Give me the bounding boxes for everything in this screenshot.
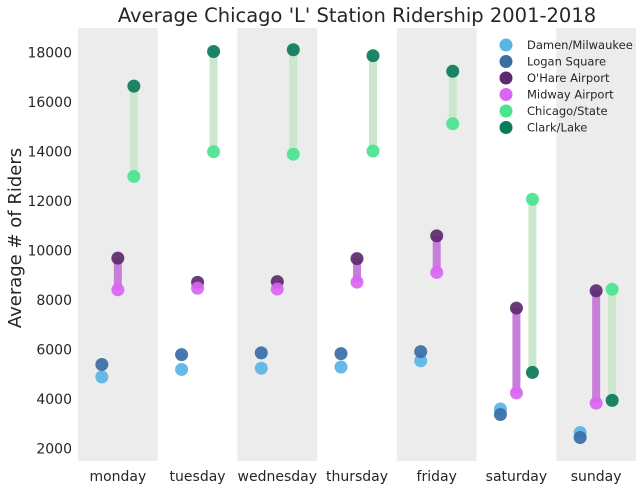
y-tick-8000: 8000 (36, 293, 72, 309)
x-tick-sunday: sunday (571, 469, 622, 485)
point-logan-square-saturday (493, 407, 507, 421)
point-clark-lake-wednesday (286, 43, 300, 57)
chart-title: Average Chicago 'L' Station Ridership 20… (118, 4, 596, 27)
point-damen-milwaukee-friday (414, 354, 428, 368)
point-chicago-state-friday (446, 117, 460, 131)
x-tick-wednesday: wednesday (238, 469, 317, 485)
column-shade-wednesday (237, 28, 318, 461)
legend-label-midway-airport: Midway Airport (527, 88, 614, 102)
x-tick-thursday: thursday (326, 469, 388, 485)
point-chicago-state-sunday (605, 282, 619, 296)
legend: Damen/Milwaukee Logan Square O'Hare Airpor… (499, 38, 633, 135)
point-midway-airport-monday (111, 283, 125, 297)
legend-label-logan-square: Logan Square (527, 55, 606, 69)
point-clark-lake-tuesday (207, 45, 221, 59)
legend-label-damen-milwaukee: Damen/Milwaukee (527, 38, 633, 52)
point-o-hare-airport-saturday (509, 301, 523, 315)
point-chicago-state-monday (127, 169, 141, 183)
point-clark-lake-thursday (366, 49, 380, 63)
x-tick-tuesday: tuesday (170, 469, 226, 485)
point-clark-lake-monday (127, 79, 141, 93)
point-chicago-state-saturday (525, 192, 539, 206)
legend-marker-damen-milwaukee (499, 38, 513, 52)
point-midway-airport-saturday (509, 386, 523, 400)
y-tick-12000: 12000 (27, 194, 72, 210)
x-tick-friday: friday (417, 469, 457, 485)
y-axis-label: Average # of Riders (5, 148, 26, 328)
y-tick-10000: 10000 (27, 244, 72, 260)
point-midway-airport-wednesday (270, 282, 284, 296)
point-o-hare-airport-thursday (350, 252, 364, 266)
point-damen-milwaukee-thursday (334, 360, 348, 374)
point-damen-milwaukee-tuesday (175, 362, 189, 376)
y-tick-14000: 14000 (27, 145, 72, 161)
legend-marker-midway-airport (499, 88, 513, 101)
y-tick-4000: 4000 (36, 392, 72, 408)
point-logan-square-tuesday (175, 348, 189, 362)
x-tick-saturday: saturday (486, 469, 548, 485)
point-midway-airport-tuesday (191, 281, 205, 295)
point-logan-square-thursday (334, 347, 348, 361)
y-tick-16000: 16000 (27, 95, 72, 111)
point-clark-lake-sunday (605, 393, 619, 407)
point-chicago-state-tuesday (207, 145, 221, 159)
x-tick-labels: monday tuesday wednesday thursday friday satu… (89, 469, 621, 485)
column-shading-layer (78, 28, 636, 461)
y-tick-6000: 6000 (36, 343, 72, 359)
point-damen-milwaukee-monday (95, 370, 109, 384)
point-midway-airport-sunday (589, 396, 603, 410)
points-layer (95, 43, 619, 444)
point-chicago-state-thursday (366, 144, 380, 158)
point-logan-square-friday (414, 345, 428, 359)
legend-marker-logan-square (499, 55, 513, 68)
legend-label-chicago-state: Chicago/State (527, 104, 608, 118)
legend-marker-chicago-state (499, 104, 513, 118)
x-tick-monday: monday (89, 469, 146, 485)
point-o-hare-airport-sunday (589, 284, 603, 298)
legend-label-clark-lake: Clark/Lake (527, 121, 587, 135)
point-logan-square-sunday (573, 430, 587, 444)
y-tick-labels: 2000 4000 6000 8000 10000 12000 14000 16000 1800… (27, 46, 72, 458)
point-o-hare-airport-monday (111, 251, 125, 265)
column-shade-monday (78, 28, 158, 461)
point-damen-milwaukee-wednesday (254, 361, 268, 375)
legend-marker-o-hare-airport (499, 71, 513, 85)
point-o-hare-airport-friday (430, 229, 444, 243)
point-chicago-state-wednesday (286, 147, 300, 161)
point-clark-lake-saturday (525, 365, 539, 379)
point-logan-square-wednesday (254, 346, 268, 360)
legend-marker-clark-lake (499, 121, 513, 134)
legend-label-o-hare-airport: O'Hare Airport (527, 71, 610, 85)
point-clark-lake-friday (446, 64, 460, 78)
point-logan-square-monday (95, 358, 109, 372)
y-tick-2000: 2000 (36, 442, 72, 458)
point-midway-airport-thursday (350, 275, 364, 289)
range-bars-layer (113, 49, 617, 404)
y-tick-18000: 18000 (27, 46, 72, 62)
point-midway-airport-friday (430, 265, 444, 279)
